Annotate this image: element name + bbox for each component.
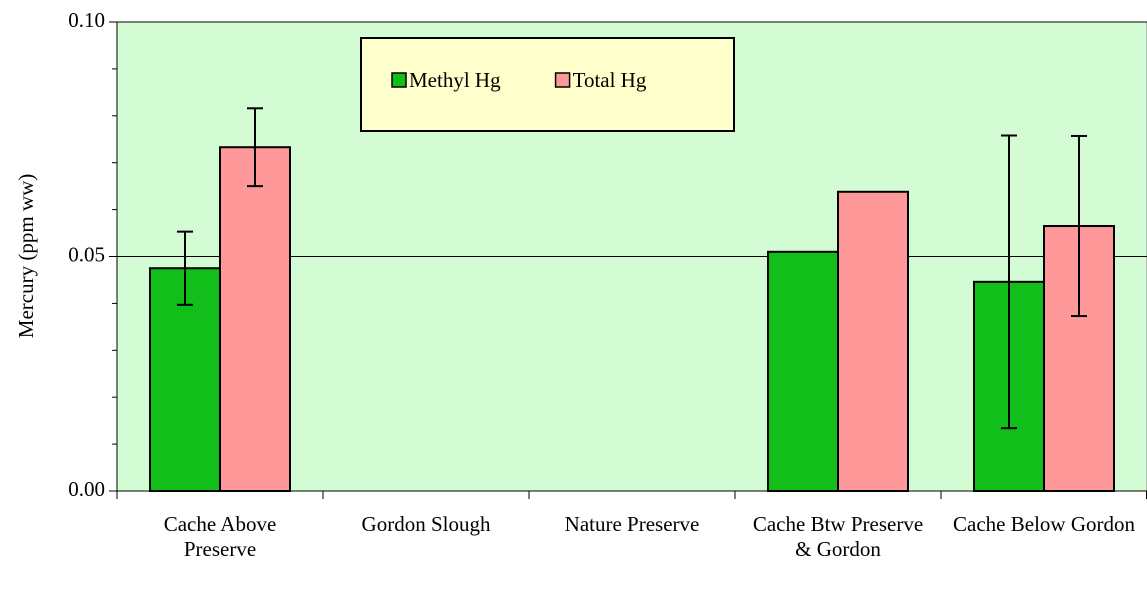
legend-box: [360, 37, 735, 132]
legend-swatch: [554, 72, 571, 88]
y-tick-label: 0.00: [68, 477, 105, 501]
y-axis-label: Mercury (ppm ww): [14, 174, 38, 338]
x-tick-label: Cache Below Gordon: [953, 512, 1135, 536]
legend-label: Total Hg: [573, 68, 647, 92]
legend-label: Methyl Hg: [409, 68, 501, 92]
bar: [767, 250, 839, 492]
x-tick-label: Cache Above Preserve: [164, 512, 277, 561]
bar: [219, 146, 291, 493]
x-tick-label: Gordon Slough: [362, 512, 491, 536]
x-tick-label: Cache Btw Preserve & Gordon: [753, 512, 923, 561]
bar: [837, 190, 909, 492]
legend-swatch: [391, 72, 407, 88]
legend: Methyl Hg Total Hg: [360, 37, 735, 132]
y-tick-label: 0.10: [68, 8, 105, 32]
x-tick-label: Nature Preserve: [565, 512, 700, 536]
y-tick-label: 0.05: [68, 242, 105, 266]
